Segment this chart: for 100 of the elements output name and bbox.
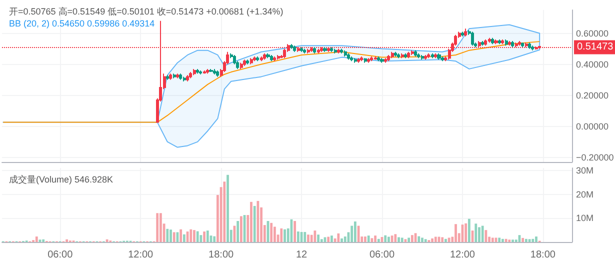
candlestick — [193, 68, 196, 76]
x-tick-label: 18:00 — [208, 250, 234, 260]
candlestick — [471, 31, 474, 46]
candlestick — [357, 58, 360, 64]
bar — [193, 230, 196, 242]
candlestick — [364, 58, 367, 64]
candlestick — [173, 73, 176, 79]
bar — [206, 230, 209, 242]
text: BB (20, 2) 0.54650 0.59986 0.49314 — [9, 18, 155, 28]
bar — [367, 236, 370, 242]
bar — [170, 230, 172, 242]
bar — [203, 231, 206, 242]
candlestick — [203, 70, 206, 74]
candlestick — [488, 37, 491, 44]
candlestick — [263, 52, 266, 60]
candlestick — [411, 50, 414, 56]
y-tick-label: 0.60000 — [576, 28, 609, 38]
bar — [236, 220, 240, 242]
candlestick — [437, 52, 441, 60]
candlestick — [380, 58, 384, 64]
y-tick-label: 30M — [576, 165, 594, 176]
bar — [253, 206, 256, 242]
bar — [106, 239, 108, 242]
bar — [431, 238, 434, 242]
bar — [364, 236, 366, 242]
candlestick — [250, 58, 253, 65]
candlestick — [374, 56, 377, 60]
x-tick-label: 18:00 — [530, 250, 556, 260]
candlestick — [461, 31, 464, 37]
candlestick — [253, 56, 256, 62]
bar — [398, 237, 400, 242]
bar — [180, 229, 182, 242]
candlestick — [277, 54, 280, 60]
candlestick — [501, 38, 504, 45]
candlestick — [186, 74, 189, 82]
candlestick — [216, 70, 219, 78]
bar — [384, 235, 387, 242]
candlestick — [427, 52, 430, 59]
candlestick — [169, 73, 172, 80]
bar — [524, 238, 528, 242]
candlestick — [213, 68, 216, 75]
candlestick — [354, 58, 357, 64]
bar — [535, 236, 538, 242]
bar — [481, 226, 484, 242]
candlestick — [240, 62, 243, 70]
x-tick-label: 12:00 — [128, 250, 154, 260]
candlestick — [206, 68, 209, 74]
bar — [468, 218, 470, 242]
bar — [196, 231, 199, 242]
y-tick-label: 0.20000 — [576, 90, 609, 100]
candlestick — [367, 58, 370, 64]
bar — [42, 239, 45, 242]
candlestick — [518, 40, 521, 46]
bar — [66, 239, 68, 242]
chart-title: 开=0.50765 高=0.51549 低=0.50101 收=0.51473 +0.00681 (+1.34%) — [9, 6, 284, 16]
bar — [166, 228, 169, 242]
candlestick — [431, 52, 434, 59]
bar — [314, 230, 316, 242]
candlestick — [290, 44, 293, 50]
bar — [410, 235, 414, 242]
ref-line-label: 0.51473 — [577, 42, 614, 53]
candlestick — [350, 56, 353, 62]
candlestick — [166, 74, 169, 80]
y-tick-label: −0.20000 — [576, 152, 614, 162]
candlestick — [293, 45, 296, 52]
bar — [400, 238, 404, 242]
candlestick — [384, 58, 387, 64]
candlestick — [189, 72, 192, 79]
candlestick — [401, 52, 404, 59]
candlestick — [498, 38, 501, 45]
bar — [250, 202, 252, 242]
candlestick — [266, 52, 270, 59]
bar — [160, 213, 162, 242]
bar — [522, 238, 524, 242]
x-tick-label: 06:00 — [48, 250, 74, 260]
bar — [307, 234, 310, 242]
bar — [354, 221, 356, 242]
bar — [394, 234, 397, 242]
candlestick — [273, 56, 276, 62]
bar — [156, 213, 159, 242]
candlestick — [505, 38, 508, 46]
candlestick — [209, 68, 213, 73]
candlestick — [300, 46, 303, 52]
bar — [226, 174, 229, 242]
bar — [182, 234, 186, 242]
candlestick — [196, 68, 199, 74]
candlestick — [330, 46, 333, 52]
y-tick-label: 0.40000 — [576, 59, 609, 70]
bar — [317, 234, 320, 242]
candlestick — [407, 51, 410, 59]
bar — [484, 230, 488, 242]
candlestick — [424, 54, 427, 60]
x-tick-label: 12:00 — [450, 250, 476, 260]
candlestick — [434, 52, 437, 59]
candlestick — [307, 48, 310, 54]
candlestick — [260, 56, 263, 62]
bar — [408, 238, 410, 242]
candlestick — [484, 38, 487, 46]
bar — [274, 226, 276, 242]
bar — [377, 238, 380, 242]
